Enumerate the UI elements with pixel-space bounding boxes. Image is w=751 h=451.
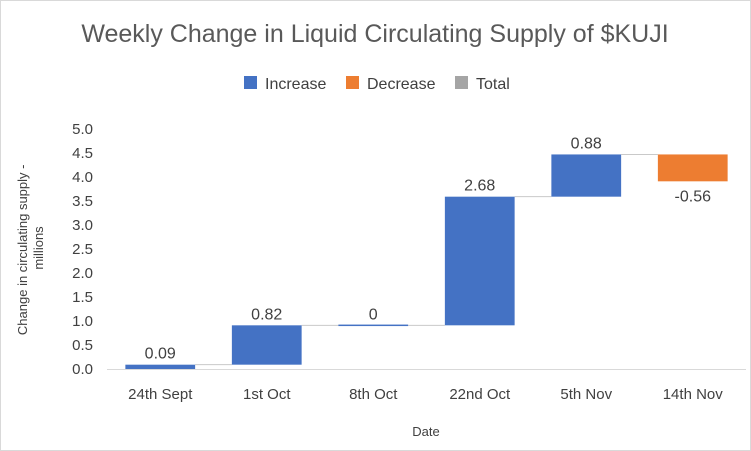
y-tick-label: 4.5: [72, 145, 93, 162]
bars: [125, 154, 728, 369]
x-tick-label: 14th Nov: [663, 386, 724, 403]
data-labels: 0.09 0.82 0 2.68 0.88 -0.56: [145, 135, 711, 362]
y-tick-label: 1.0: [72, 313, 93, 330]
data-label: 0.09: [145, 346, 176, 363]
x-tick-label: 8th Oct: [349, 386, 398, 403]
y-tick-label: 0.0: [72, 361, 93, 378]
x-tick-label: 24th Sept: [128, 386, 193, 403]
y-tick-label: 1.5: [72, 289, 93, 306]
y-tick-label: 4.0: [72, 169, 93, 186]
waterfall-bar: [231, 325, 302, 365]
chart-title: Weekly Change in Liquid Circulating Supp…: [81, 20, 668, 48]
waterfall-bar: [444, 196, 515, 326]
legend-label-decrease: Decrease: [367, 76, 436, 93]
x-tick-label: 22nd Oct: [449, 386, 511, 403]
y-axis-title-line-2: millions: [31, 226, 46, 270]
data-label: 2.68: [464, 178, 495, 195]
x-tick-label: 5th Nov: [560, 386, 612, 403]
waterfall-bar: [657, 154, 728, 182]
legend-label-total: Total: [476, 76, 510, 93]
y-tick-label: 0.5: [72, 337, 93, 354]
waterfall-bar: [338, 324, 409, 327]
legend-swatch-decrease: [346, 76, 359, 89]
data-label: -0.56: [675, 188, 712, 205]
data-label: 0: [369, 306, 378, 323]
connector-lines: [195, 153, 658, 366]
x-tick-label: 1st Oct: [243, 386, 291, 403]
data-label: 0.82: [251, 306, 282, 323]
legend-label-increase: Increase: [265, 76, 326, 93]
y-tick-label: 2.5: [72, 241, 93, 258]
data-label: 0.88: [571, 135, 602, 152]
y-tick-label: 2.0: [72, 265, 93, 282]
legend: Increase Decrease Total: [244, 76, 510, 93]
y-axis-title: Change in circulating supply - millions: [15, 161, 46, 335]
legend-swatch-increase: [244, 76, 257, 89]
y-tick-label: 3.0: [72, 217, 93, 234]
y-axis-title-line-1: Change in circulating supply -: [15, 165, 30, 336]
legend-swatch-total: [455, 76, 468, 89]
y-tick-label: 5.0: [72, 121, 93, 138]
x-axis-ticks: 24th Sept 1st Oct 8th Oct 22nd Oct 5th Nov 14…: [128, 386, 723, 403]
y-axis-ticks: 0.0 0.5 1.0 1.5 2.0 2.5 3.0 3.5 4.0 4.5 5.0: [72, 121, 93, 378]
x-axis-title: Date: [412, 424, 439, 439]
y-tick-label: 3.5: [72, 193, 93, 210]
waterfall-bar: [551, 154, 622, 197]
waterfall-bar: [125, 364, 196, 369]
